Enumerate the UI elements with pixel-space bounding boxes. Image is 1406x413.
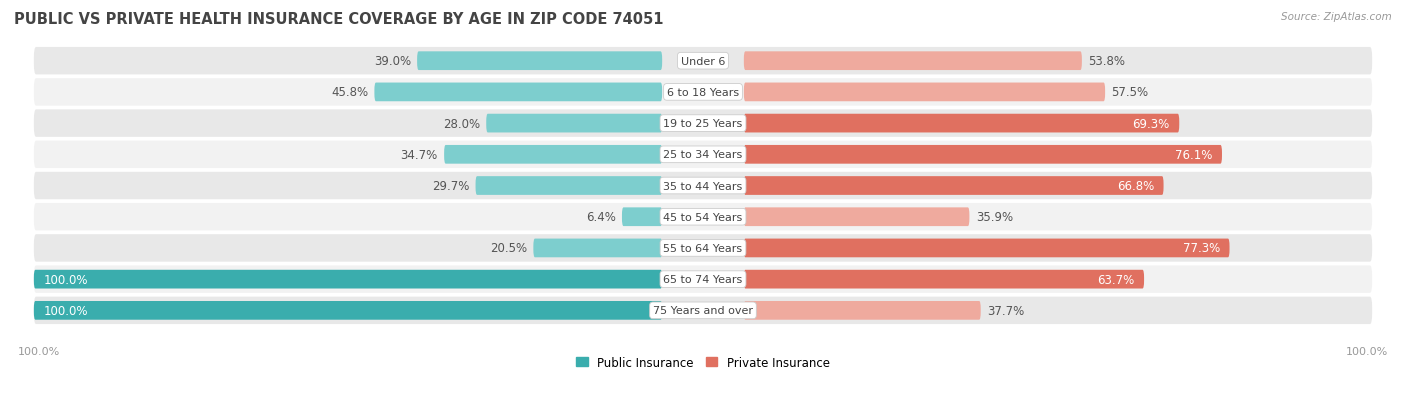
Text: Source: ZipAtlas.com: Source: ZipAtlas.com: [1281, 12, 1392, 22]
FancyBboxPatch shape: [621, 208, 662, 227]
FancyBboxPatch shape: [34, 204, 1372, 231]
Text: 35.9%: 35.9%: [976, 211, 1012, 224]
Text: 6 to 18 Years: 6 to 18 Years: [666, 88, 740, 97]
FancyBboxPatch shape: [744, 146, 1222, 164]
FancyBboxPatch shape: [744, 52, 1081, 71]
Text: 100.0%: 100.0%: [44, 273, 87, 286]
Text: 19 to 25 Years: 19 to 25 Years: [664, 119, 742, 129]
FancyBboxPatch shape: [34, 110, 1372, 138]
Text: 76.1%: 76.1%: [1175, 148, 1212, 161]
FancyBboxPatch shape: [34, 141, 1372, 169]
Text: PUBLIC VS PRIVATE HEALTH INSURANCE COVERAGE BY AGE IN ZIP CODE 74051: PUBLIC VS PRIVATE HEALTH INSURANCE COVER…: [14, 12, 664, 27]
Text: 28.0%: 28.0%: [443, 117, 479, 130]
Text: 45 to 54 Years: 45 to 54 Years: [664, 212, 742, 222]
FancyBboxPatch shape: [34, 79, 1372, 107]
Text: 45.8%: 45.8%: [330, 86, 368, 99]
Text: 34.7%: 34.7%: [401, 148, 437, 161]
Text: 39.0%: 39.0%: [374, 55, 411, 68]
FancyBboxPatch shape: [34, 48, 1372, 75]
FancyBboxPatch shape: [486, 114, 662, 133]
FancyBboxPatch shape: [744, 208, 969, 227]
FancyBboxPatch shape: [34, 172, 1372, 200]
FancyBboxPatch shape: [34, 297, 1372, 324]
Text: 25 to 34 Years: 25 to 34 Years: [664, 150, 742, 160]
Text: 6.4%: 6.4%: [586, 211, 616, 224]
Text: 37.7%: 37.7%: [987, 304, 1024, 317]
Text: 100.0%: 100.0%: [18, 347, 60, 356]
Text: 63.7%: 63.7%: [1098, 273, 1135, 286]
FancyBboxPatch shape: [34, 266, 1372, 293]
Text: 55 to 64 Years: 55 to 64 Years: [664, 243, 742, 253]
FancyBboxPatch shape: [744, 239, 1229, 258]
Text: 100.0%: 100.0%: [44, 304, 87, 317]
Text: 69.3%: 69.3%: [1133, 117, 1170, 130]
FancyBboxPatch shape: [418, 52, 662, 71]
Text: 75 Years and over: 75 Years and over: [652, 306, 754, 316]
Text: 65 to 74 Years: 65 to 74 Years: [664, 275, 742, 285]
Text: 66.8%: 66.8%: [1116, 180, 1154, 192]
FancyBboxPatch shape: [744, 270, 1144, 289]
Text: 29.7%: 29.7%: [432, 180, 470, 192]
FancyBboxPatch shape: [34, 270, 662, 289]
Text: 53.8%: 53.8%: [1088, 55, 1125, 68]
FancyBboxPatch shape: [374, 83, 662, 102]
Text: Under 6: Under 6: [681, 57, 725, 66]
Legend: Public Insurance, Private Insurance: Public Insurance, Private Insurance: [571, 351, 835, 373]
Text: 20.5%: 20.5%: [489, 242, 527, 255]
FancyBboxPatch shape: [744, 114, 1180, 133]
Text: 77.3%: 77.3%: [1182, 242, 1220, 255]
FancyBboxPatch shape: [475, 177, 662, 195]
FancyBboxPatch shape: [444, 146, 662, 164]
FancyBboxPatch shape: [744, 83, 1105, 102]
FancyBboxPatch shape: [34, 301, 662, 320]
Text: 57.5%: 57.5%: [1111, 86, 1149, 99]
FancyBboxPatch shape: [34, 235, 1372, 262]
Text: 100.0%: 100.0%: [1346, 347, 1388, 356]
FancyBboxPatch shape: [744, 301, 981, 320]
Text: 35 to 44 Years: 35 to 44 Years: [664, 181, 742, 191]
FancyBboxPatch shape: [744, 177, 1164, 195]
FancyBboxPatch shape: [533, 239, 662, 258]
